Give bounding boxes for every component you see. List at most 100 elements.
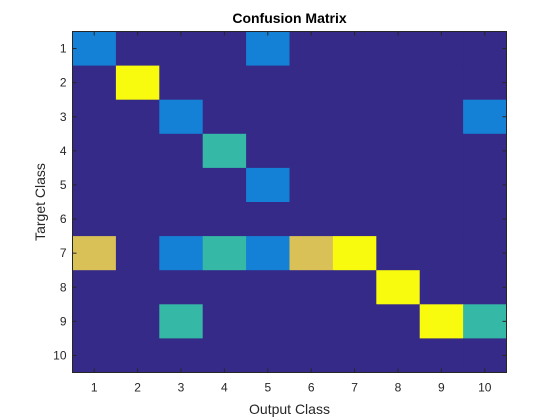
heatmap-cell-r7-c8 bbox=[376, 236, 421, 271]
y-axis-label: Target Class bbox=[32, 163, 48, 241]
x-tick-label: 8 bbox=[395, 381, 402, 395]
x-tick-label: 5 bbox=[264, 381, 271, 395]
heatmap-cell-r10-c7 bbox=[332, 338, 377, 373]
heatmap-cell-r8-c7 bbox=[332, 270, 377, 305]
heatmap-cell-r4-c2 bbox=[115, 133, 160, 169]
heatmap-cell-r1-c10 bbox=[463, 31, 507, 67]
heatmap-cell-r2-c8 bbox=[376, 65, 421, 101]
heatmap-cell-r4-c9 bbox=[419, 133, 464, 169]
heatmap-cell-r6-c10 bbox=[463, 202, 507, 237]
heatmap-cell-r3-c9 bbox=[419, 99, 464, 135]
heatmap-cell-r4-c7 bbox=[332, 133, 377, 169]
heatmap-cell-r9-c4 bbox=[202, 304, 247, 339]
heatmap-cell-r10-c3 bbox=[159, 338, 204, 373]
heatmap-cell-r3-c8 bbox=[376, 99, 421, 135]
y-tick-label: 3 bbox=[60, 110, 67, 124]
x-axis-label: Output Class bbox=[249, 401, 330, 417]
heatmap-cell-r4-c5 bbox=[246, 133, 290, 169]
heatmap-cell-r7-c2 bbox=[115, 236, 160, 271]
heatmap-cell-r7-c7 bbox=[332, 236, 377, 271]
y-axis-ticks: 1 2 3 4 5 6 7 8 9 10 bbox=[53, 42, 507, 362]
heatmap-cell-r8-c2 bbox=[115, 270, 160, 305]
heatmap-cell-r1-c9 bbox=[419, 31, 464, 67]
x-tick-label: 10 bbox=[478, 381, 492, 395]
heatmap-cell-r5-c3 bbox=[159, 167, 204, 203]
y-tick-label: 2 bbox=[60, 76, 67, 90]
heatmap-cell-r5-c10 bbox=[463, 167, 507, 203]
heatmap-cell-r3-c6 bbox=[289, 99, 334, 135]
heatmap-cell-r5-c2 bbox=[115, 167, 160, 203]
heatmap-cell-r10-c9 bbox=[419, 338, 464, 373]
heatmap-cell-r10-c8 bbox=[376, 338, 421, 373]
heatmap-cell-r7-c10 bbox=[463, 236, 507, 271]
y-tick-label: 5 bbox=[60, 178, 67, 192]
heatmap-cell-r2-c9 bbox=[419, 65, 464, 101]
heatmap-cell-r5-c1 bbox=[72, 167, 117, 203]
heatmap-cell-r7-c3 bbox=[159, 236, 204, 271]
heatmap-cell-r2-c3 bbox=[159, 65, 204, 101]
heatmap-cell-r10-c2 bbox=[115, 338, 160, 373]
x-tick-label: 6 bbox=[308, 381, 315, 395]
heatmap-cell-r7-c9 bbox=[419, 236, 464, 271]
heatmap-cell-r4-c10 bbox=[463, 133, 507, 169]
heatmap-cell-r9-c2 bbox=[115, 304, 160, 339]
x-tick-label: 1 bbox=[91, 381, 98, 395]
heatmap-cell-r8-c5 bbox=[246, 270, 290, 305]
heatmap-cell-r5-c5 bbox=[246, 167, 290, 203]
heatmap-cell-r3-c10 bbox=[463, 99, 507, 135]
y-tick-label: 6 bbox=[60, 212, 67, 226]
heatmap-cell-r10-c6 bbox=[289, 338, 334, 373]
heatmap-cell-r1-c7 bbox=[332, 31, 377, 67]
heatmap-cell-r8-c6 bbox=[289, 270, 334, 305]
y-tick-label: 8 bbox=[60, 280, 67, 294]
heatmap-cell-r3-c2 bbox=[115, 99, 160, 135]
y-tick-label: 9 bbox=[60, 314, 67, 328]
heatmap-cell-r4-c1 bbox=[72, 133, 117, 169]
heatmap-cell-r1-c3 bbox=[159, 31, 204, 67]
heatmap-cell-r8-c1 bbox=[72, 270, 117, 305]
heatmap-cell-r6-c2 bbox=[115, 202, 160, 237]
heatmap-cell-r6-c4 bbox=[202, 202, 247, 237]
heatmap-cell-r10-c5 bbox=[246, 338, 290, 373]
heatmap-cell-r7-c5 bbox=[246, 236, 290, 271]
heatmap-cell-r9-c3 bbox=[159, 304, 204, 339]
heatmap-cell-r10-c10 bbox=[463, 338, 507, 373]
heatmap-cell-r1-c8 bbox=[376, 31, 421, 67]
heatmap-cell-r4-c4 bbox=[202, 133, 247, 169]
heatmap-cell-r5-c6 bbox=[289, 167, 334, 203]
heatmap-cell-r8-c3 bbox=[159, 270, 204, 305]
heatmap-cell-r1-c2 bbox=[115, 31, 160, 67]
heatmap-cell-r7-c4 bbox=[202, 236, 247, 271]
heatmap-cell-r7-c6 bbox=[289, 236, 334, 271]
heatmap-cell-r6-c9 bbox=[419, 202, 464, 237]
heatmap-cell-r5-c4 bbox=[202, 167, 247, 203]
heatmap-cell-r2-c6 bbox=[289, 65, 334, 101]
heatmap-cell-r8-c9 bbox=[419, 270, 464, 305]
heatmap-cell-r3-c4 bbox=[202, 99, 247, 135]
heatmap-cell-r1-c6 bbox=[289, 31, 334, 67]
heatmap-cell-r3-c7 bbox=[332, 99, 377, 135]
heatmap-cell-r9-c6 bbox=[289, 304, 334, 339]
heatmap-cell-r8-c10 bbox=[463, 270, 507, 305]
heatmap-cells bbox=[72, 31, 507, 373]
heatmap-cell-r10-c4 bbox=[202, 338, 247, 373]
x-tick-label: 7 bbox=[351, 381, 358, 395]
plot-frame bbox=[72, 31, 507, 373]
heatmap-cell-r10-c1 bbox=[72, 338, 117, 373]
heatmap-cell-r2-c1 bbox=[72, 65, 117, 101]
heatmap-cell-r6-c3 bbox=[159, 202, 204, 237]
y-tick-label: 1 bbox=[60, 42, 67, 56]
heatmap-cell-r3-c1 bbox=[72, 99, 117, 135]
chart-title: Confusion Matrix bbox=[232, 10, 347, 26]
heatmap-cell-r2-c4 bbox=[202, 65, 247, 101]
y-tick-label: 10 bbox=[53, 348, 67, 362]
heatmap-cell-r2-c2 bbox=[115, 65, 160, 101]
heatmap-cell-r1-c5 bbox=[246, 31, 290, 67]
heatmap-cell-r8-c8 bbox=[376, 270, 421, 305]
x-tick-label: 3 bbox=[178, 381, 185, 395]
heatmap-cell-r2-c7 bbox=[332, 65, 377, 101]
heatmap-cell-r4-c3 bbox=[159, 133, 204, 169]
x-axis-ticks: 1 2 3 4 5 6 7 8 9 10 bbox=[91, 31, 492, 395]
